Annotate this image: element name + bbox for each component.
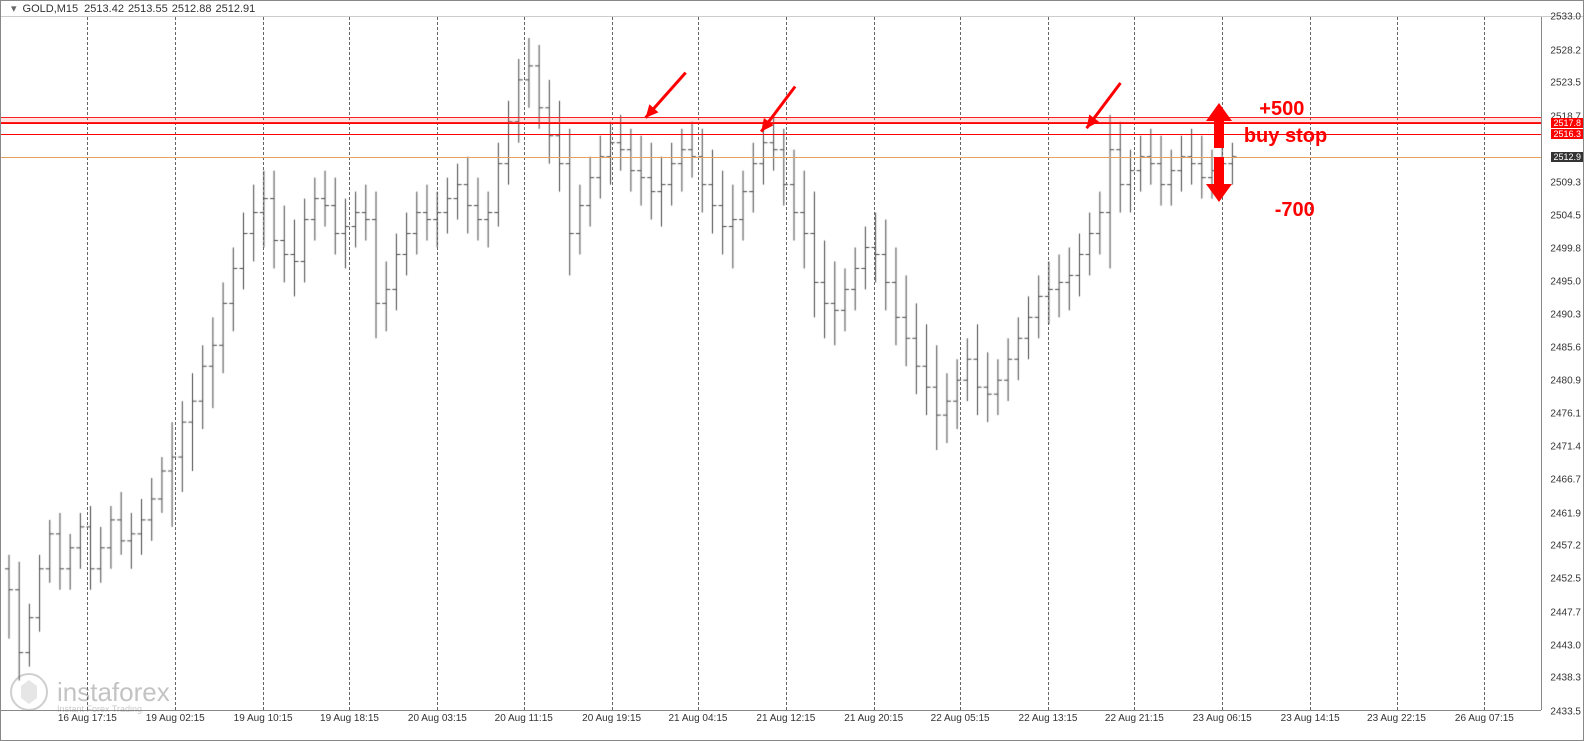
y-tick: 2466.7 (1550, 475, 1581, 486)
down-arrow-icon (1204, 152, 1234, 202)
y-tick: 2485.6 (1550, 343, 1581, 354)
y-tick: 2471.4 (1550, 442, 1581, 453)
ohlc-c: 2512.91 (215, 3, 255, 15)
price-label: 2516.3 (1551, 129, 1583, 139)
plot-area[interactable]: +500buy stop-700 (1, 17, 1541, 710)
ohlc-o: 2513.42 (84, 3, 124, 15)
x-tick: 23 Aug 14:15 (1281, 713, 1340, 724)
y-axis: 2533.02528.22523.52518.72516.32512.92509… (1541, 17, 1583, 710)
y-tick: 2528.2 (1550, 45, 1581, 56)
x-tick: 23 Aug 06:15 (1193, 713, 1252, 724)
chart-header: ▾ GOLD,M15 2513.42 2513.55 2512.88 2512.… (1, 1, 1583, 17)
y-tick: 2490.3 (1550, 310, 1581, 321)
y-tick: 2495.0 (1550, 277, 1581, 288)
x-tick: 22 Aug 13:15 (1019, 713, 1078, 724)
dropdown-icon[interactable]: ▾ (11, 2, 17, 15)
watermark-sub: Instant Forex Trading (57, 704, 142, 714)
y-tick: 2509.3 (1550, 177, 1581, 188)
y-tick: 2447.7 (1550, 607, 1581, 618)
y-tick: 2476.1 (1550, 409, 1581, 420)
y-tick: 2452.5 (1550, 574, 1581, 585)
y-tick: 2433.5 (1550, 707, 1581, 718)
x-tick: 19 Aug 02:15 (146, 713, 205, 724)
y-tick: 2533.0 (1550, 12, 1581, 23)
y-tick: 2457.2 (1550, 541, 1581, 552)
x-tick: 26 Aug 07:15 (1455, 713, 1514, 724)
chart-container: ▾ GOLD,M15 2513.42 2513.55 2512.88 2512.… (0, 0, 1584, 741)
x-tick: 19 Aug 10:15 (234, 713, 293, 724)
symbol-label: GOLD,M15 (23, 3, 79, 15)
ohlc-h: 2513.55 (128, 3, 168, 15)
price-label: 2517.8 (1551, 118, 1583, 128)
x-tick: 21 Aug 04:15 (668, 713, 727, 724)
up-arrow-icon (1204, 103, 1234, 153)
x-tick: 20 Aug 19:15 (582, 713, 641, 724)
x-tick: 20 Aug 03:15 (408, 713, 467, 724)
x-tick: 22 Aug 21:15 (1105, 713, 1164, 724)
watermark-icon (9, 672, 49, 712)
price-label: 2512.9 (1551, 152, 1583, 162)
x-tick: 20 Aug 11:15 (495, 713, 553, 724)
y-tick: 2499.8 (1550, 243, 1581, 254)
watermark: instaforex Instant Forex Trading (9, 672, 170, 712)
y-tick: 2480.9 (1550, 375, 1581, 386)
x-tick: 23 Aug 22:15 (1367, 713, 1426, 724)
y-tick: 2461.9 (1550, 508, 1581, 519)
x-tick: 16 Aug 17:15 (58, 713, 117, 724)
watermark-text: instaforex (57, 677, 170, 708)
x-axis: 16 Aug 17:15 19 Aug 02:15 19 Aug 10:15 19 A… (1, 710, 1541, 740)
y-tick: 2443.0 (1550, 640, 1581, 651)
y-tick: 2504.5 (1550, 211, 1581, 222)
y-tick: 2523.5 (1550, 78, 1581, 89)
y-tick: 2438.3 (1550, 673, 1581, 684)
arrow-icon (1, 17, 1543, 712)
x-tick: 21 Aug 12:15 (756, 713, 815, 724)
ohlc-l: 2512.88 (172, 3, 212, 15)
x-tick: 21 Aug 20:15 (844, 713, 903, 724)
x-tick: 19 Aug 18:15 (320, 713, 379, 724)
x-tick: 22 Aug 05:15 (931, 713, 990, 724)
